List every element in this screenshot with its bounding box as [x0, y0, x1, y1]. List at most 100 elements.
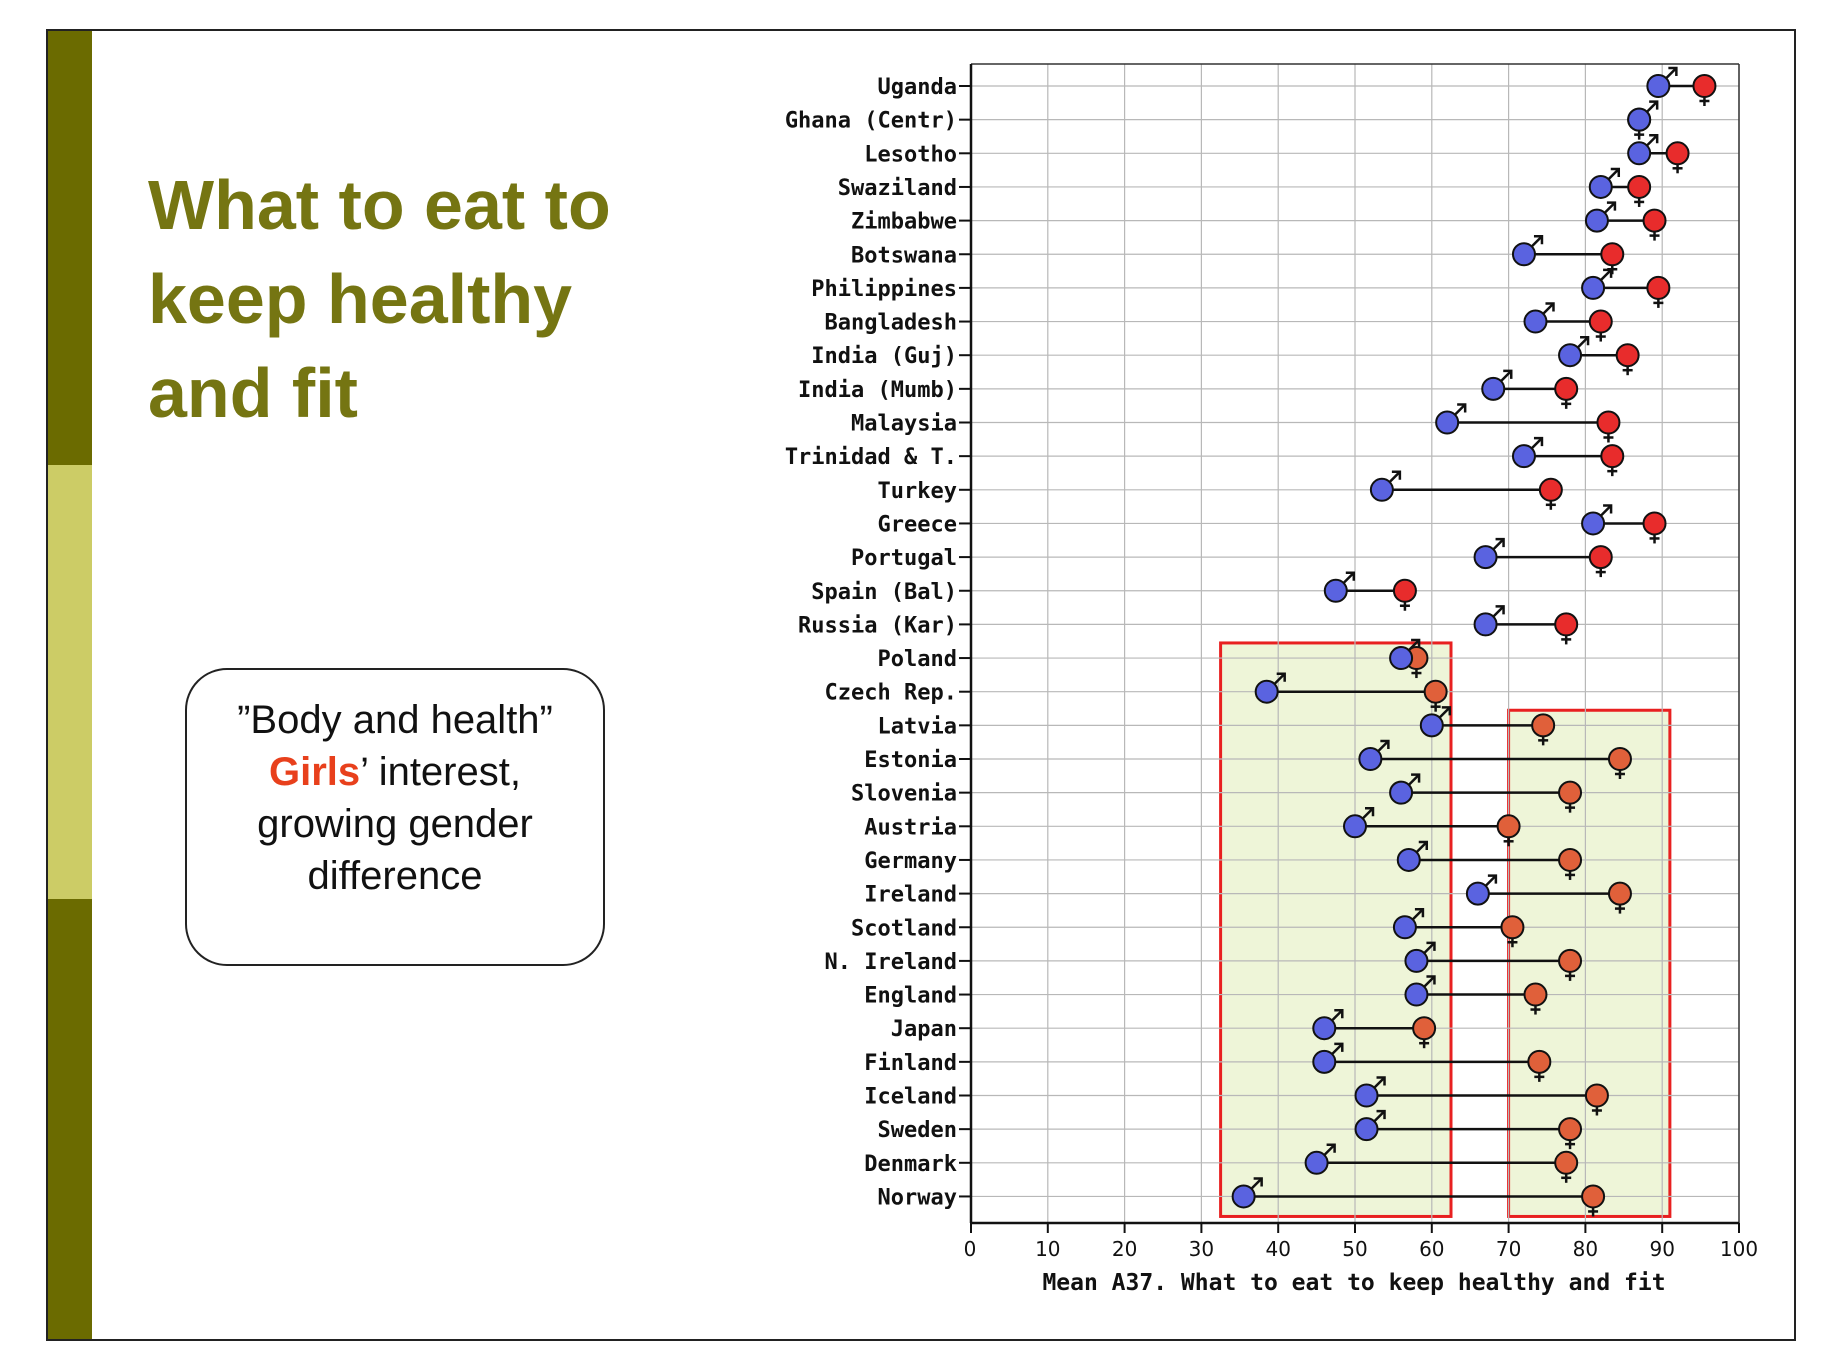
country-label: Scotland: [851, 916, 957, 941]
male-symbol-arrowhead: [1426, 975, 1436, 985]
girls-point: [1558, 780, 1583, 805]
boys-point: [1523, 309, 1548, 334]
country-label: Poland: [878, 647, 957, 672]
x-tick-label: 100: [1720, 1237, 1758, 1261]
male-symbol-arrowhead: [1326, 1143, 1336, 1153]
slide-title-line: What to eat to: [148, 166, 611, 244]
male-symbol-arrowhead: [1334, 1008, 1344, 1019]
girls-point: [1600, 444, 1625, 469]
male-symbol-arrow: [1361, 808, 1373, 821]
boys-point: [1354, 1083, 1379, 1108]
male-symbol-arrowhead: [1414, 908, 1425, 918]
country-label: Russia (Kar): [798, 613, 957, 638]
male-symbol-arrowhead: [1376, 1076, 1386, 1086]
girls-point: [1588, 309, 1613, 334]
male-symbol-arrow: [1576, 337, 1588, 350]
callout-accent-word: Girls: [269, 750, 361, 794]
male-symbol-arrow: [1272, 673, 1285, 686]
country-label: Ireland: [864, 883, 957, 908]
male-symbol-arrowhead: [1457, 403, 1467, 413]
male-symbol-arrow: [1453, 404, 1466, 417]
country-label: Trinidad & T.: [785, 445, 957, 470]
male-symbol-arrow: [1422, 943, 1435, 955]
boys-point: [1588, 174, 1613, 199]
boys-point: [1312, 1016, 1337, 1041]
male-symbol-arrow: [1664, 68, 1677, 80]
male-symbol-arrowhead: [1334, 1042, 1344, 1052]
boys-point: [1473, 545, 1498, 570]
country-label: Portugal: [851, 546, 957, 571]
male-symbol-arrowhead: [1276, 672, 1286, 682]
country-label: Finland: [864, 1051, 957, 1076]
girls-point: [1607, 881, 1632, 906]
male-symbol-arrow: [1530, 438, 1542, 451]
boys-point: [1254, 679, 1279, 704]
x-tick-label: 60: [1419, 1237, 1444, 1261]
male-symbol-arrowhead: [1380, 739, 1390, 749]
male-symbol-arrowhead: [1606, 201, 1617, 211]
male-symbol-arrowhead: [1668, 66, 1678, 76]
country-label: Ghana (Centr): [785, 109, 957, 134]
boys-point: [1358, 747, 1383, 771]
girls-point: [1554, 376, 1579, 401]
country-label: Denmark: [864, 1152, 957, 1177]
male-symbol-arrow: [1483, 875, 1496, 888]
girls-point: [1523, 982, 1548, 1007]
country-label: Sweden: [878, 1118, 957, 1143]
male-symbol-arrow: [1407, 774, 1419, 787]
boys-point: [1231, 1184, 1256, 1209]
country-label: Czech Rep.: [825, 681, 957, 706]
male-symbol-arrow: [1645, 135, 1658, 148]
male-symbol-arrowhead: [1495, 605, 1505, 615]
boys-point: [1392, 915, 1417, 940]
country-label: Iceland: [864, 1085, 957, 1110]
sidebar-stripe-middle: [48, 465, 92, 899]
male-symbol-arrow: [1372, 1077, 1385, 1090]
male-symbol-arrow: [1422, 976, 1435, 989]
callout-line: ”Body and health”: [237, 698, 553, 742]
male-symbol-arrowhead: [1411, 773, 1421, 783]
male-symbol-arrowhead: [1603, 504, 1613, 514]
male-symbol-arrow: [1491, 539, 1504, 551]
male-symbol-arrowhead: [1411, 638, 1421, 649]
country-label: England: [864, 984, 957, 1009]
girls-point: [1412, 1016, 1437, 1041]
x-tick-label: 20: [1112, 1237, 1137, 1261]
girls-point: [1596, 410, 1621, 435]
boys-point: [1343, 814, 1367, 839]
highlight-region-girls-range: [1507, 708, 1672, 1218]
male-symbol-arrow: [1599, 505, 1611, 518]
girls-point: [1554, 1150, 1579, 1175]
girls-point: [1665, 141, 1690, 166]
male-symbol-arrowhead: [1391, 470, 1402, 480]
callout-tail: [418, 964, 432, 966]
girls-point: [1527, 1049, 1552, 1074]
male-symbol-arrowhead: [1253, 1177, 1263, 1187]
boys-point: [1627, 107, 1652, 132]
girls-point: [1538, 477, 1563, 502]
boys-point: [1389, 646, 1414, 671]
boys-point: [1584, 208, 1609, 233]
boys-point: [1304, 1150, 1329, 1175]
male-symbol-arrowhead: [1649, 100, 1659, 110]
male-symbol-arrow: [1603, 202, 1615, 215]
male-symbol-arrow: [1645, 101, 1658, 114]
girls-point: [1584, 1083, 1609, 1108]
country-label: Norway: [878, 1185, 957, 1210]
x-tick-label: 40: [1265, 1237, 1290, 1261]
male-symbol-arrowhead: [1418, 840, 1429, 850]
country-label: Botswana: [851, 243, 957, 268]
male-symbol-arrowhead: [1426, 941, 1436, 951]
male-symbol-arrow: [1330, 1010, 1343, 1023]
country-label: India (Guj): [811, 344, 957, 369]
girls-point: [1642, 208, 1667, 233]
girls-point: [1642, 511, 1667, 536]
girls-point: [1607, 747, 1632, 771]
country-label: Uganda: [878, 75, 957, 100]
country-label: Latvia: [878, 714, 957, 739]
male-symbol-arrowhead: [1365, 807, 1375, 817]
sidebar-stripe-bottom: [48, 899, 92, 1339]
x-tick-label: 90: [1649, 1237, 1674, 1261]
male-symbol-arrow: [1322, 1144, 1335, 1157]
